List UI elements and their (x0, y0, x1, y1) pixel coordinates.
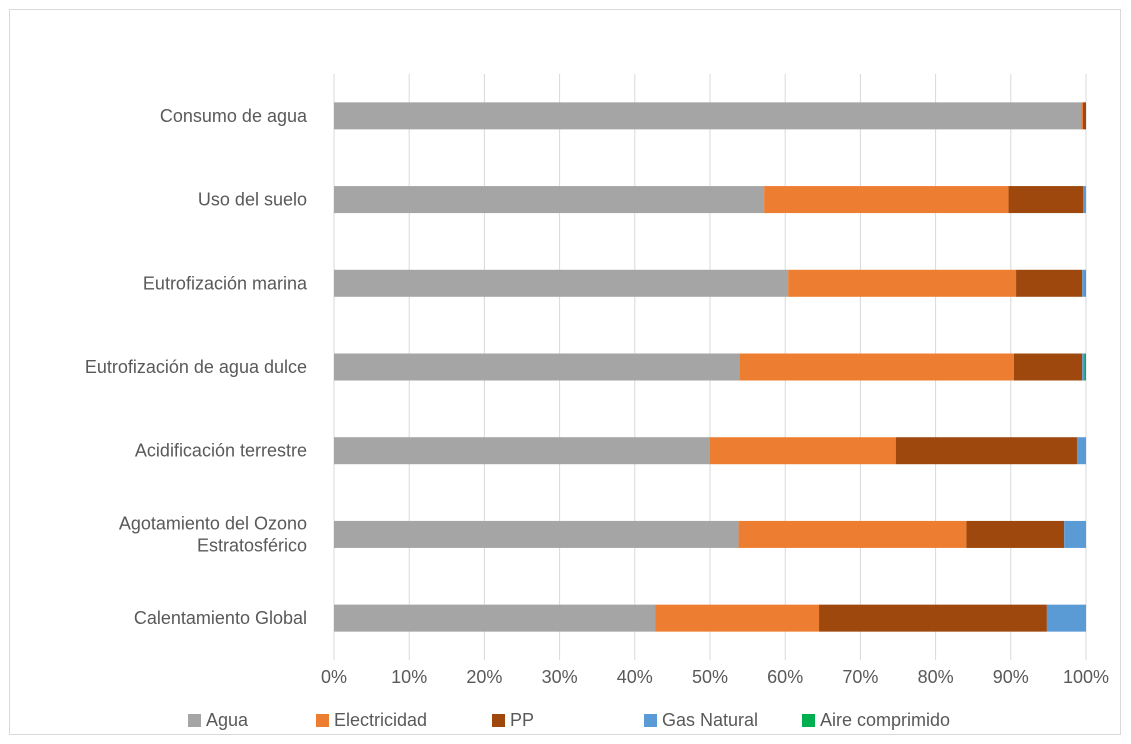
x-tick-label: 0% (321, 667, 347, 687)
legend-label: PP (510, 710, 534, 730)
bar-segment (334, 437, 710, 465)
bar-segment (788, 269, 1017, 297)
legend-label: Agua (206, 710, 249, 730)
x-axis-tick-labels: 0% 10% 20% 30% 40% 50% 60% 70% 80% 90% 100% (321, 667, 1109, 687)
bar-segment (895, 437, 1077, 465)
bar-segment (1008, 186, 1083, 214)
legend-swatch (188, 714, 201, 727)
bars (334, 102, 1086, 632)
bar-segment (1013, 353, 1083, 381)
bar-segment (1016, 269, 1083, 297)
bar-segment (334, 520, 739, 548)
bar-segment (764, 186, 1009, 214)
bar-segment (1064, 520, 1086, 548)
bar-segment (1046, 604, 1086, 632)
x-tick-label: 100% (1063, 667, 1109, 687)
x-tick-label: 20% (466, 667, 502, 687)
legend-swatch (802, 714, 815, 727)
bar-segment (709, 437, 896, 465)
legend: Agua Electricidad PP Gas Natural Aire compri… (188, 710, 950, 730)
category-label: Uso del suelo (198, 190, 307, 210)
bar-segment (1082, 102, 1086, 130)
category-label: Consumo de agua (160, 106, 308, 126)
category-label: Calentamiento Global (134, 608, 307, 628)
bar-segment (739, 353, 1014, 381)
bar-segment (1082, 186, 1086, 214)
chart-area: Consumo de agua Uso del suelo Eutrofizació… (9, 9, 1121, 735)
x-tick-label: 70% (842, 667, 878, 687)
x-tick-label: 10% (391, 667, 427, 687)
bar-segment (334, 269, 789, 297)
legend-swatch (644, 714, 657, 727)
x-tick-label: 40% (617, 667, 653, 687)
bar-segment (819, 604, 1047, 632)
legend-label: Gas Natural (662, 710, 758, 730)
bar-segment (1082, 353, 1085, 381)
category-label: Eutrofización de agua dulce (85, 357, 307, 377)
bar-segment (334, 102, 1082, 130)
bar-segment (1076, 437, 1086, 465)
category-labels: Consumo de agua Uso del suelo Eutrofizació… (85, 106, 308, 628)
bar-segment (655, 604, 820, 632)
bar-segment (334, 186, 765, 214)
bar-segment (1081, 102, 1083, 130)
x-tick-label: 50% (692, 667, 728, 687)
legend-label: Aire comprimido (820, 710, 950, 730)
bar-segment (966, 520, 1065, 548)
category-label: Agotamiento del Ozono (119, 513, 307, 533)
x-tick-label: 30% (542, 667, 578, 687)
x-tick-label: 80% (918, 667, 954, 687)
bar-segment (738, 520, 967, 548)
category-label: Eutrofización marina (143, 273, 308, 293)
x-tick-label: 90% (993, 667, 1029, 687)
category-label: Estratosférico (197, 535, 307, 555)
legend-swatch (316, 714, 329, 727)
bar-segment (334, 604, 656, 632)
stacked-bar-chart: Consumo de agua Uso del suelo Eutrofizació… (85, 74, 1109, 730)
x-tick-label: 60% (767, 667, 803, 687)
bar-segment (1084, 353, 1086, 381)
legend-label: Electricidad (334, 710, 427, 730)
bar-segment (1085, 269, 1086, 297)
legend-swatch (492, 714, 505, 727)
bar-segment (1082, 269, 1086, 297)
category-label: Acidificación terrestre (135, 441, 307, 461)
bar-segment (334, 353, 740, 381)
